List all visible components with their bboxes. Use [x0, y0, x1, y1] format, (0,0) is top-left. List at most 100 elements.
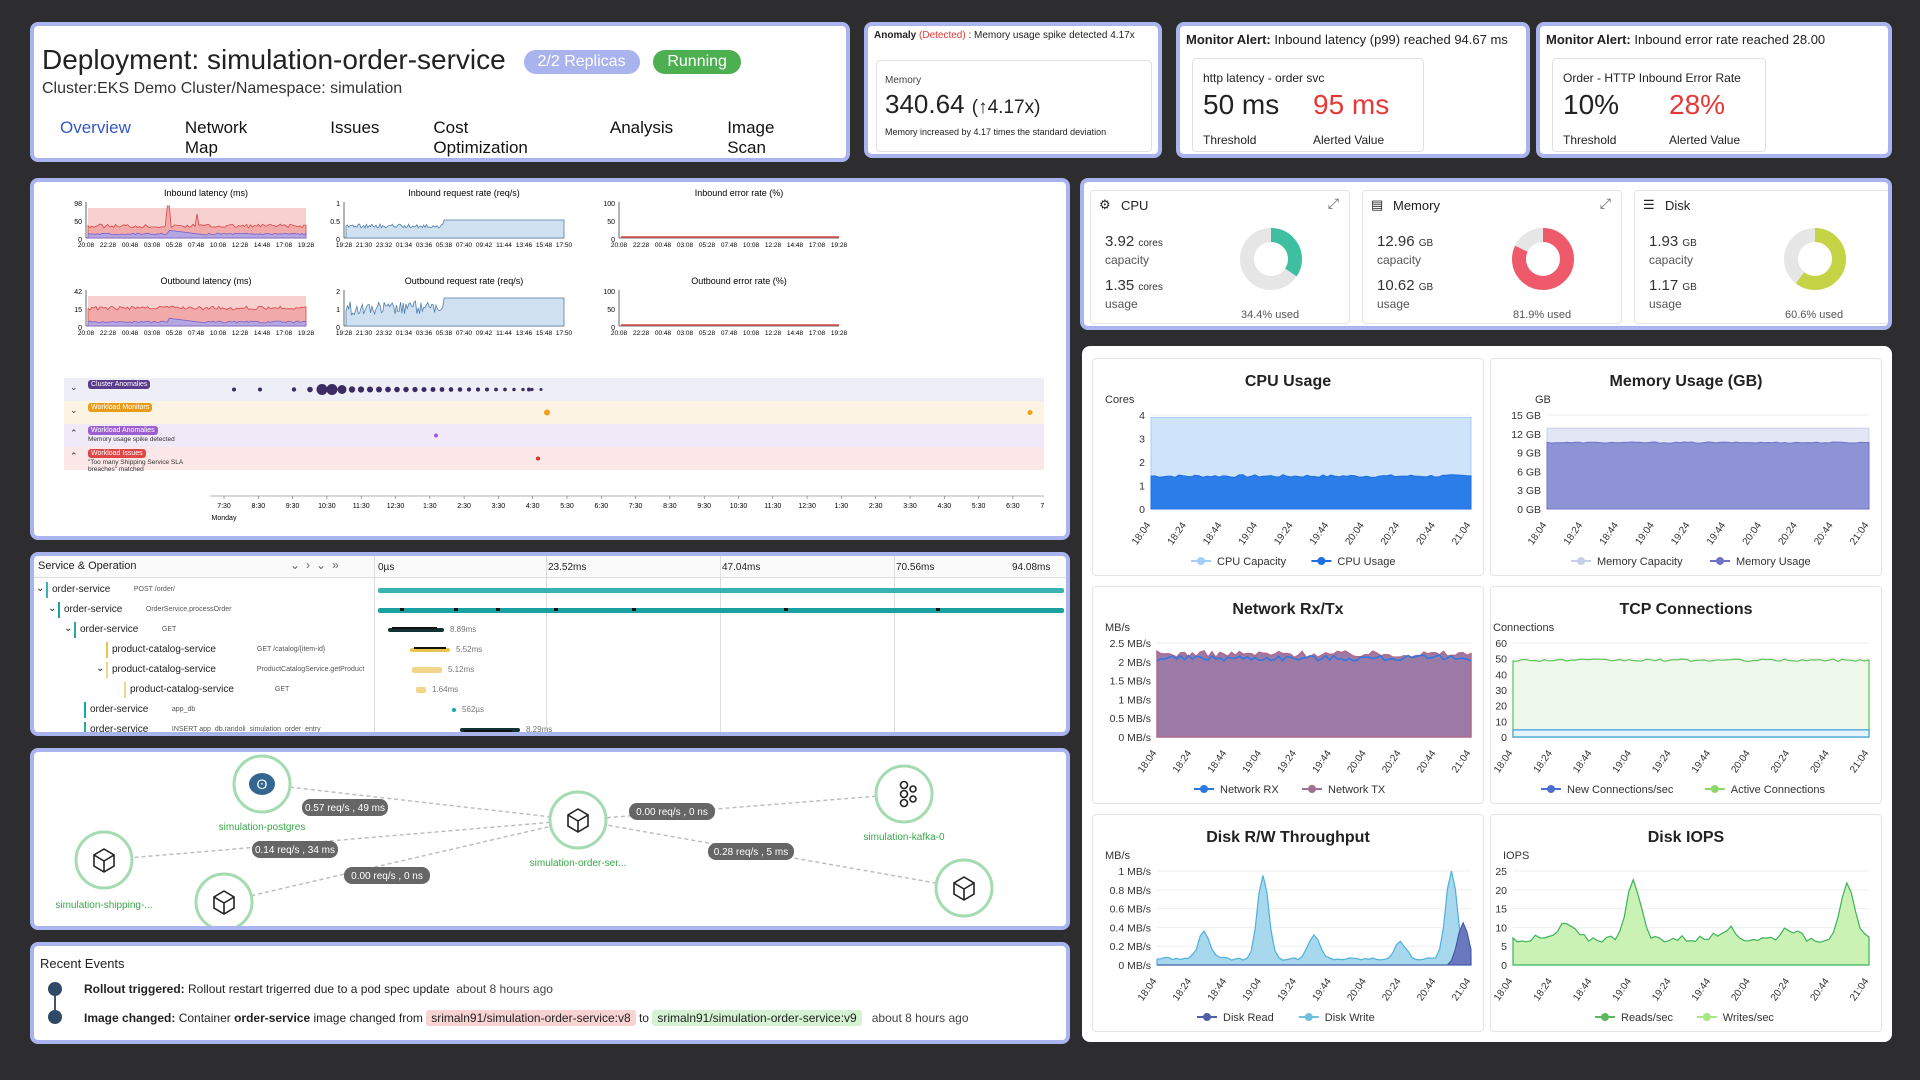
legend-label[interactable]: Network RX: [1220, 784, 1279, 796]
chevron-down-icon[interactable]: ⌄: [48, 603, 57, 614]
edge-label[interactable]: 0.57 req/s , 49 ms: [302, 799, 388, 816]
anomaly-marker[interactable]: [403, 386, 409, 393]
expand-chevron-icon[interactable]: ⌄: [70, 405, 78, 415]
anomaly-marker[interactable]: [376, 386, 382, 393]
legend-label[interactable]: New Connections/sec: [1567, 784, 1674, 796]
anomaly-marker[interactable]: [421, 386, 427, 393]
anomaly-marker[interactable]: [232, 387, 236, 392]
anomaly-marker[interactable]: [326, 384, 338, 395]
anomaly-marker[interactable]: [439, 387, 445, 392]
anomaly-marker[interactable]: [527, 387, 531, 392]
network-node[interactable]: [934, 858, 994, 918]
legend-marker[interactable]: [1197, 557, 1205, 565]
tab-issues[interactable]: Issues: [330, 118, 380, 137]
anomaly-marker[interactable]: [316, 384, 328, 395]
network-node[interactable]: [874, 764, 934, 824]
anomaly-marker[interactable]: [337, 385, 347, 394]
trace-span-row[interactable]: ⌄ product-catalog-service ProductCatalogSe…: [34, 660, 1066, 680]
span-bar[interactable]: [416, 687, 426, 693]
trace-span-row[interactable]: product-catalog-service GET 1.64ms: [34, 680, 1066, 700]
monitor-marker[interactable]: [544, 409, 550, 416]
legend-label[interactable]: CPU Capacity: [1217, 556, 1287, 568]
anomaly-marker[interactable]: [539, 387, 543, 392]
anomaly-marker[interactable]: [475, 387, 481, 392]
legend-label[interactable]: Disk Write: [1325, 1012, 1375, 1024]
anomaly-marker[interactable]: [448, 387, 454, 392]
legend-marker[interactable]: [1308, 785, 1316, 793]
trace-span-row[interactable]: order-service app_db 562µs: [34, 700, 1066, 720]
anomaly-marker[interactable]: [521, 387, 525, 392]
legend-marker[interactable]: [1577, 557, 1585, 565]
legend-marker[interactable]: [1203, 1013, 1211, 1021]
anomaly-marker[interactable]: [394, 386, 400, 393]
legend-marker[interactable]: [1716, 557, 1724, 565]
trace-span-row[interactable]: product-catalog-service GET /catalog/{ite…: [34, 640, 1066, 660]
legend-label[interactable]: CPU Usage: [1337, 556, 1395, 568]
chevron-down-icon[interactable]: ⌄: [64, 623, 73, 634]
span-bar[interactable]: [410, 648, 450, 652]
legend-marker[interactable]: [1304, 1013, 1313, 1021]
chevron-down-icon[interactable]: ⌄: [36, 583, 45, 594]
edge-label[interactable]: 0.28 req/s , 5 ms: [708, 843, 794, 860]
anomaly-marker[interactable]: [385, 386, 391, 393]
legend-label[interactable]: Memory Capacity: [1597, 556, 1683, 568]
expand-chevron-icon[interactable]: ⌃: [70, 428, 78, 438]
edge-label[interactable]: 0.00 req/s , 0 ns: [629, 803, 715, 820]
anomaly-marker[interactable]: [307, 386, 313, 393]
workload-issue-marker[interactable]: [536, 456, 540, 461]
monitor-alert-error-rate[interactable]: Monitor Alert: Inbound error rate reache…: [1536, 22, 1892, 158]
legend-label[interactable]: Active Connections: [1731, 784, 1826, 796]
anomaly-panel[interactable]: Anomaly (Detected) : Memory usage spike …: [864, 22, 1162, 158]
legend-label[interactable]: Disk Read: [1223, 1012, 1274, 1024]
expand-chevron-icon[interactable]: ⌄: [70, 382, 78, 392]
anomaly-marker[interactable]: [366, 386, 374, 393]
legend-label[interactable]: Reads/sec: [1621, 1012, 1673, 1024]
trace-span-row[interactable]: ⌄ order-service GET 8.89ms: [34, 620, 1066, 640]
trace-nav-controls[interactable]: ⌄›⌄»: [290, 558, 345, 572]
legend-marker[interactable]: [1200, 785, 1208, 793]
anomaly-marker[interactable]: [348, 386, 356, 393]
legend-marker[interactable]: [1317, 557, 1326, 565]
span-bar[interactable]: [388, 628, 444, 632]
span-bar[interactable]: [378, 607, 1064, 613]
anomaly-marker[interactable]: [494, 387, 498, 392]
network-edge[interactable]: [577, 819, 965, 889]
network-node[interactable]: [74, 830, 134, 890]
tab-network-map[interactable]: Network Map: [184, 118, 248, 157]
anomaly-marker[interactable]: [430, 387, 436, 392]
network-node[interactable]: [548, 790, 608, 850]
span-bar[interactable]: [412, 667, 442, 673]
anomaly-marker[interactable]: [258, 387, 262, 392]
tab-analysis[interactable]: Analysis: [609, 118, 674, 137]
anomaly-marker[interactable]: [457, 387, 463, 392]
span-bar[interactable]: [378, 587, 1064, 593]
legend-label[interactable]: Writes/sec: [1723, 1012, 1775, 1024]
legend-marker[interactable]: [1702, 1013, 1711, 1021]
legend-label[interactable]: Memory Usage: [1736, 556, 1811, 568]
anomaly-marker[interactable]: [291, 387, 297, 392]
edge-label[interactable]: 0.00 req/s , 0 ns: [344, 867, 430, 884]
trace-span-row[interactable]: order-service INSERT app_db.randoli_simul…: [34, 720, 1066, 732]
network-edge[interactable]: [577, 793, 905, 821]
monitor-alert-latency[interactable]: Monitor Alert: Inbound latency (p99) rea…: [1176, 22, 1530, 158]
expand-icon[interactable]: ⤢: [1327, 195, 1339, 211]
edge-label[interactable]: 0.14 req/s , 34 ms: [252, 841, 338, 858]
network-edge[interactable]: [103, 819, 579, 861]
tab-cost-optimization[interactable]: Cost Optimization: [433, 118, 528, 157]
tab-image-scan[interactable]: Image Scan: [727, 118, 775, 157]
span-bar[interactable]: [452, 708, 456, 712]
workload-anomaly-marker[interactable]: [434, 433, 438, 438]
anomaly-marker[interactable]: [512, 387, 516, 392]
legend-marker[interactable]: [1547, 785, 1555, 793]
chevron-down-icon[interactable]: ⌄: [96, 663, 105, 674]
network-edge[interactable]: [223, 819, 579, 903]
resource-card-memory[interactable]: ▤ Memory ⤢ 12.96 GB capacity 10.62 GB usage 81.…: [1362, 190, 1622, 324]
trace-span-row[interactable]: ⌄ order-service POST /order/: [34, 580, 1066, 600]
legend-label[interactable]: Network TX: [1328, 784, 1386, 796]
trace-span-row[interactable]: ⌄ order-service OrderService.processOrder: [34, 600, 1066, 620]
anomaly-marker[interactable]: [503, 387, 507, 392]
legend-marker[interactable]: [1601, 1013, 1609, 1021]
monitor-marker[interactable]: [1027, 410, 1033, 415]
expand-icon[interactable]: ⤢: [1599, 195, 1611, 211]
anomaly-marker[interactable]: [485, 387, 489, 392]
